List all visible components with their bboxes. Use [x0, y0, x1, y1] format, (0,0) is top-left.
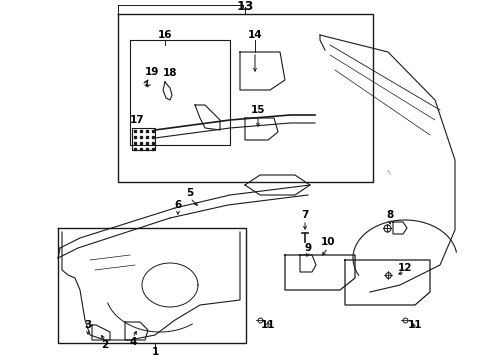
- Text: 6: 6: [174, 200, 182, 210]
- Text: 11: 11: [261, 320, 275, 330]
- Text: 5: 5: [186, 188, 194, 198]
- Text: 10: 10: [321, 237, 335, 247]
- Text: 17: 17: [130, 115, 145, 125]
- Text: 15: 15: [251, 105, 265, 115]
- Text: 1: 1: [151, 347, 159, 357]
- Text: 13: 13: [236, 0, 254, 13]
- Text: 4: 4: [129, 337, 137, 347]
- Text: 9: 9: [304, 243, 312, 253]
- Text: 3: 3: [84, 320, 92, 330]
- Text: 16: 16: [158, 30, 172, 40]
- Text: 12: 12: [398, 263, 412, 273]
- Text: 2: 2: [101, 340, 109, 350]
- Text: 11: 11: [408, 320, 422, 330]
- Text: 14: 14: [247, 30, 262, 40]
- Text: 19: 19: [145, 67, 159, 77]
- Text: zzz: zzz: [385, 168, 392, 176]
- Text: 7: 7: [301, 210, 309, 220]
- Text: 18: 18: [163, 68, 177, 78]
- Text: 8: 8: [387, 210, 393, 220]
